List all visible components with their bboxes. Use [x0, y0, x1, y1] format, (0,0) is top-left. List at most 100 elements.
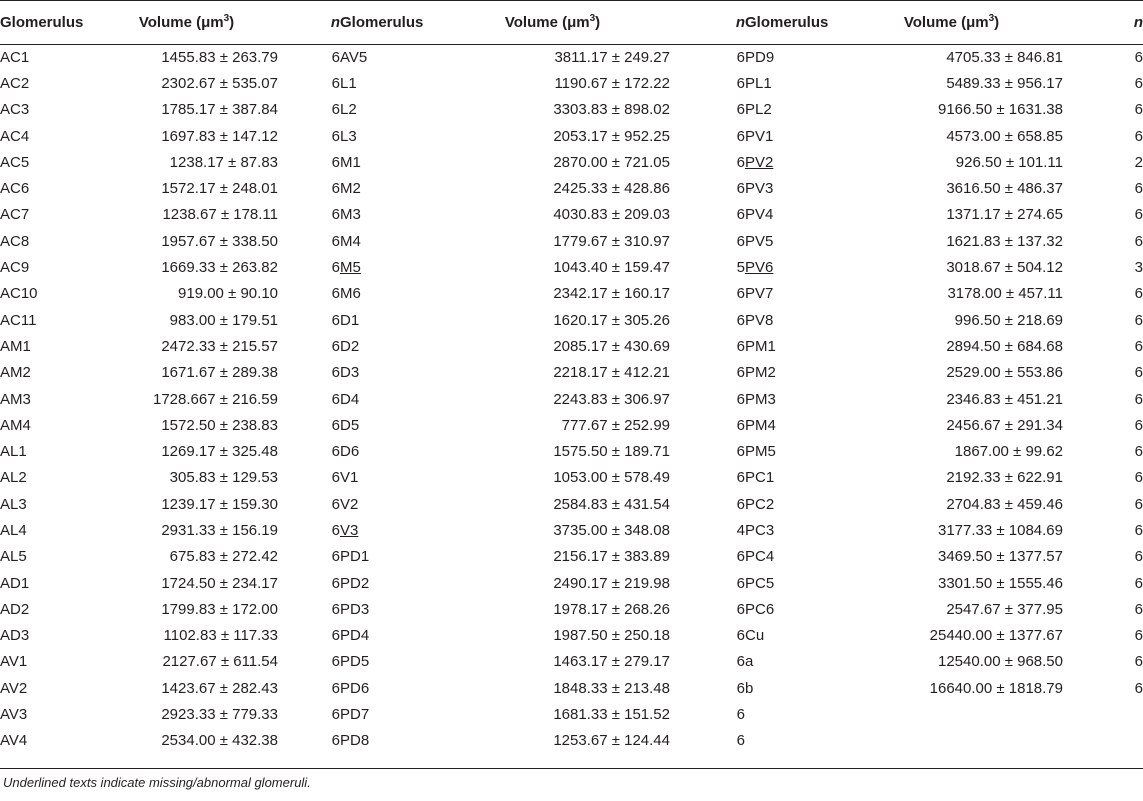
n-cell: 6 [736, 469, 745, 487]
volume-cell: 4030.83 ± 209.03 [553, 206, 670, 224]
n-cell: 6 [736, 574, 745, 592]
volume-cell: 2218.17 ± 412.21 [553, 364, 670, 382]
table-row: AC9 1669.33 ± 263.82 6 M5 1043.40 ± 159.47 5 P… [0, 254, 1143, 280]
n-cell: 2 [1134, 153, 1143, 171]
n-cell: 6 [736, 732, 745, 750]
glomerulus-name: AD2 [0, 600, 30, 618]
table-row: AM4 1572.50 ± 238.83 6 D5 777.67 ± 252.99 6 PM… [0, 412, 1143, 438]
table-row: AC1 1455.83 ± 263.79 6 AV5 3811.17 ± 249.27 6… [0, 44, 1143, 70]
glomerulus-cell: PD3 [340, 596, 435, 622]
glomerulus-cell: AL5 [0, 544, 95, 570]
glomerulus-cell: AM3 [0, 386, 95, 412]
glomerulus-name: AD3 [0, 627, 30, 645]
n-cell: 6 [331, 259, 340, 277]
n-cell: 6 [331, 495, 340, 513]
glomerulus-cell: AV1 [0, 649, 95, 675]
table-row: AV1 2127.67 ± 611.54 6 PD5 1463.17 ± 279.17 6… [0, 649, 1143, 675]
glomerulus-name: M4 [340, 232, 361, 250]
volume-cell: 1371.17 ± 274.65 [946, 206, 1063, 224]
n-cell: 6 [331, 732, 340, 750]
volume-cell: 3178.00 ± 457.11 [947, 285, 1063, 303]
glomerulus-cell: AM1 [0, 333, 95, 359]
n-cell: 6 [331, 521, 340, 539]
volume-cell: 2923.33 ± 779.33 [161, 706, 278, 724]
glomerulus-cell: M3 [340, 202, 435, 228]
glomerulus-cell: M5 [340, 254, 435, 280]
volume-cell: 2547.67 ± 377.95 [946, 600, 1063, 618]
glomerulus-name: AC3 [0, 101, 30, 119]
n-cell: 6 [331, 206, 340, 224]
glomerulus-cell: AC6 [0, 175, 95, 201]
glomerulus-name: PD2 [340, 574, 370, 592]
header-volume-exponent: 3 [589, 13, 596, 24]
glomerulus-name: AM4 [0, 416, 31, 434]
n-cell: 6 [1134, 232, 1143, 250]
volume-cell: 1238.67 ± 178.11 [162, 206, 278, 224]
glomerulus-name: PL2 [745, 101, 772, 119]
glomerulus-name: D2 [340, 337, 360, 355]
volume-cell: 1269.17 ± 325.48 [161, 443, 278, 461]
glomerulus-cell: V2 [340, 491, 435, 517]
header-volume-close: ) [229, 14, 235, 31]
glomerulus-name: PD6 [340, 679, 370, 697]
glomerulus-cell: M1 [340, 149, 435, 175]
glomerulus-name: D4 [340, 390, 360, 408]
glomerulus-cell: AC2 [0, 70, 95, 96]
volume-cell: 1423.67 ± 282.43 [161, 679, 278, 697]
n-cell: 6 [1134, 364, 1143, 382]
n-cell: 6 [1134, 653, 1143, 671]
glomerulus-name: PD7 [340, 706, 370, 724]
glomerulus-name: AV3 [0, 706, 28, 724]
volume-cell: 1455.83 ± 263.79 [161, 48, 278, 66]
volume-cell: 1785.17 ± 387.84 [161, 101, 278, 119]
glomerulus-cell: PM4 [745, 412, 840, 438]
n-cell: 6 [736, 311, 745, 329]
n-cell: 6 [1134, 74, 1143, 92]
volume-cell: 16640.00 ± 1818.79 [929, 679, 1063, 697]
header-glomerulus: Glomerulus [340, 14, 424, 31]
volume-cell: 983.00 ± 179.51 [169, 311, 278, 329]
volume-cell: 2529.00 ± 553.86 [946, 364, 1063, 382]
n-cell: 6 [1134, 127, 1143, 145]
glomerulus-name: D1 [340, 311, 360, 329]
glomerulus-cell: PM1 [745, 333, 840, 359]
glomerulus-cell: PC1 [745, 465, 840, 491]
table-row: AC6 1572.17 ± 248.01 6 M2 2425.33 ± 428.86 6 P… [0, 175, 1143, 201]
n-cell: 6 [331, 48, 340, 66]
glomerulus-name: M2 [340, 180, 361, 198]
volume-cell: 3811.17 ± 249.27 [554, 48, 670, 66]
volume-cell: 4705.33 ± 846.81 [946, 48, 1063, 66]
glomerulus-name: PC3 [745, 521, 775, 539]
volume-cell: 1987.50 ± 250.18 [553, 627, 670, 645]
volume-cell: 1671.67 ± 289.38 [161, 364, 278, 382]
header-glomerulus: Glomerulus [0, 14, 84, 31]
glomerulus-cell: PV3 [745, 175, 840, 201]
n-cell: 6 [1134, 311, 1143, 329]
glomerulus-name: D5 [340, 416, 360, 434]
volume-cell: 1724.50 ± 234.17 [161, 574, 278, 592]
n-cell: 6 [331, 548, 340, 566]
glomerulus-name: M3 [340, 206, 361, 224]
volume-cell: 2127.67 ± 611.54 [162, 653, 278, 671]
volume-cell: 3177.33 ± 1084.69 [937, 521, 1063, 539]
volume-cell: 5489.33 ± 956.17 [946, 74, 1063, 92]
table-row: AV2 1423.67 ± 282.43 6 PD6 1848.33 ± 213.48 6… [0, 675, 1143, 701]
glomerulus-cell: PV6 [745, 254, 840, 280]
n-cell: 6 [331, 627, 340, 645]
glomerulus-name: PD1 [340, 548, 370, 566]
glomerulus-name: PC6 [745, 600, 775, 618]
volume-cell: 2053.17 ± 952.25 [553, 127, 670, 145]
n-cell: 6 [331, 679, 340, 697]
glomerulus-name: PM3 [745, 390, 776, 408]
volume-cell: 12540.00 ± 968.50 [937, 653, 1063, 671]
glomerulus-cell: AM4 [0, 412, 95, 438]
n-cell: 4 [736, 521, 745, 539]
glomerulus-cell: PL1 [745, 70, 840, 96]
glomerulus-name: PC5 [745, 574, 775, 592]
volume-cell: 9166.50 ± 1631.38 [937, 101, 1063, 119]
glomerulus-name: PD8 [340, 732, 370, 750]
glomerulus-name: PV3 [745, 180, 774, 198]
glomerulus-cell: PD5 [340, 649, 435, 675]
glomerulus-cell: PD7 [340, 701, 435, 727]
volume-cell: 3303.83 ± 898.02 [553, 101, 670, 119]
